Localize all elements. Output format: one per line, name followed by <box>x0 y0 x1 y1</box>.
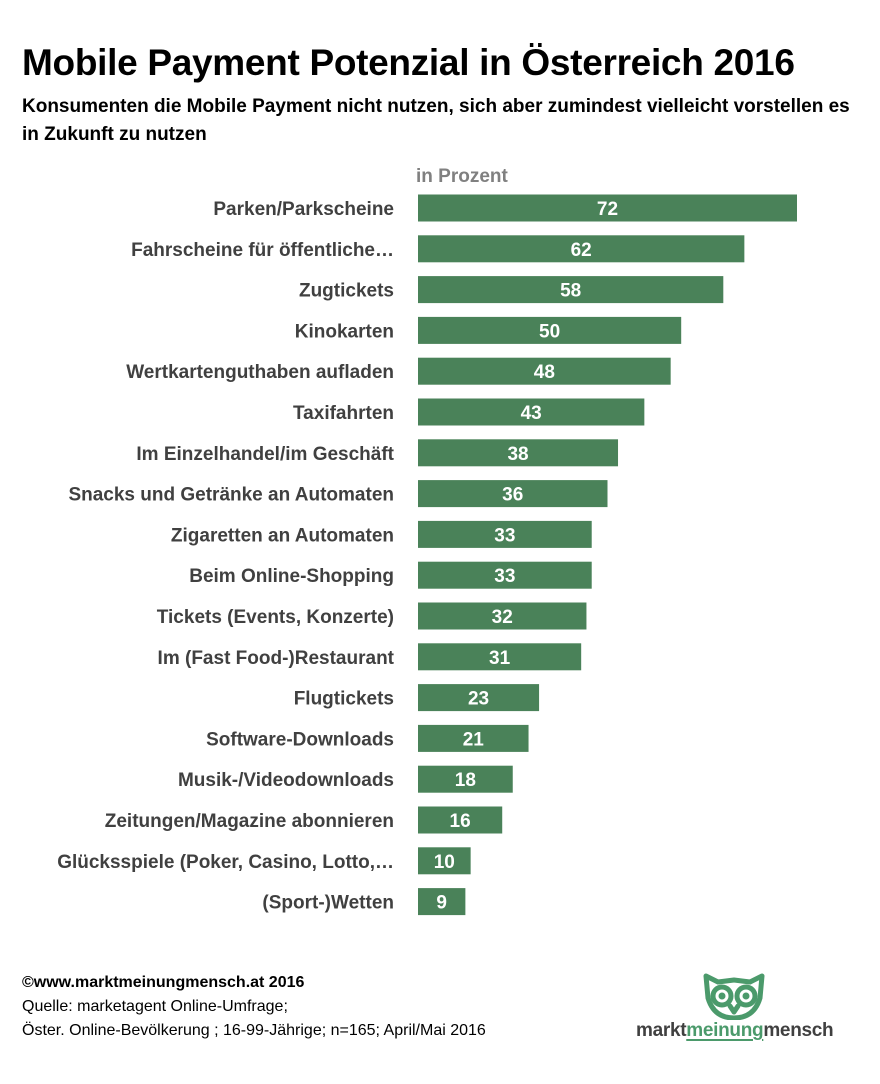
category-label-10: Tickets (Events, Konzerte) <box>157 607 394 628</box>
value-label-14: 18 <box>455 770 476 791</box>
value-label-2: 58 <box>560 281 581 302</box>
value-label-7: 36 <box>502 485 523 506</box>
value-label-5: 43 <box>521 403 542 424</box>
bar-4 <box>418 357 671 385</box>
bar-6 <box>418 439 619 467</box>
value-label-3: 50 <box>539 321 560 342</box>
bar-15 <box>418 806 503 834</box>
bar-9 <box>418 561 592 589</box>
logo-text-mensch: mensch <box>763 1020 834 1041</box>
category-label-8: Zigaretten an Automaten <box>171 525 394 546</box>
bar-chart: Parken/Parkscheine 72 Fahrscheine für öffe… <box>57 194 797 916</box>
value-label-9: 33 <box>494 566 515 587</box>
bar-17 <box>418 888 466 916</box>
unit-label: in Prozent <box>416 166 508 187</box>
category-label-5: Taxifahrten <box>293 403 394 424</box>
footer-sample: Öster. Online-Bevölkerung ; 16-99-Jährig… <box>22 1022 486 1039</box>
bar-3 <box>418 316 682 344</box>
category-label-2: Zugtickets <box>299 281 394 302</box>
bar-7 <box>418 480 608 508</box>
owl-icon <box>703 973 765 1020</box>
footer-copyright: ©www.marktmeinungmensch.at 2016 <box>22 974 305 991</box>
category-label-0: Parken/Parkscheine <box>213 199 394 220</box>
bar-12 <box>418 684 540 712</box>
bar-11 <box>418 643 582 671</box>
logo-text-markt: markt <box>636 1020 687 1041</box>
bar-14 <box>418 765 513 793</box>
bar-10 <box>418 602 587 630</box>
category-label-9: Beim Online-Shopping <box>189 566 394 587</box>
value-label-6: 38 <box>507 444 528 465</box>
value-label-16: 10 <box>434 852 455 873</box>
value-label-15: 16 <box>450 811 471 832</box>
value-label-13: 21 <box>463 729 485 750</box>
bar-16 <box>418 847 471 875</box>
category-label-17: (Sport-)Wetten <box>262 893 394 914</box>
brand-logo: marktmeinungmensch <box>636 968 856 1048</box>
category-label-7: Snacks und Getränke an Automaten <box>68 485 394 506</box>
category-label-14: Musik-/Videodownloads <box>178 770 394 791</box>
value-label-4: 48 <box>534 362 555 383</box>
category-label-11: Im (Fast Food-)Restaurant <box>158 648 395 669</box>
footer-source: Quelle: marketagent Online-Umfrage; <box>22 998 288 1015</box>
category-label-12: Flugtickets <box>294 689 394 710</box>
bar-0 <box>418 194 797 222</box>
value-label-8: 33 <box>494 525 515 546</box>
bar-5 <box>418 398 645 426</box>
category-label-1: Fahrscheine für öffentliche… <box>131 240 394 261</box>
category-label-3: Kinokarten <box>295 321 394 342</box>
value-label-0: 72 <box>597 199 618 220</box>
value-label-12: 23 <box>468 689 489 710</box>
logo-text-meinung: meinung <box>686 1020 764 1041</box>
bar-13 <box>418 724 529 752</box>
chart-title: Mobile Payment Potenzial in Österreich 2… <box>22 42 795 83</box>
category-label-15: Zeitungen/Magazine abonnieren <box>105 811 394 832</box>
value-label-1: 62 <box>571 240 592 261</box>
bar-1 <box>418 235 745 263</box>
category-label-4: Wertkartenguthaben aufladen <box>126 362 394 383</box>
value-label-11: 31 <box>489 648 511 669</box>
category-label-16: Glücksspiele (Poker, Casino, Lotto,… <box>57 852 394 873</box>
category-label-13: Software-Downloads <box>206 729 394 750</box>
value-label-10: 32 <box>492 607 513 628</box>
logo-wordmark: marktmeinungmensch <box>636 1020 856 1042</box>
value-label-17: 9 <box>436 893 447 914</box>
chart-subtitle: Konsumenten die Mobile Payment nicht nut… <box>22 96 850 145</box>
category-label-6: Im Einzelhandel/im Geschäft <box>136 444 394 465</box>
bar-8 <box>418 520 592 548</box>
bar-2 <box>418 276 724 304</box>
